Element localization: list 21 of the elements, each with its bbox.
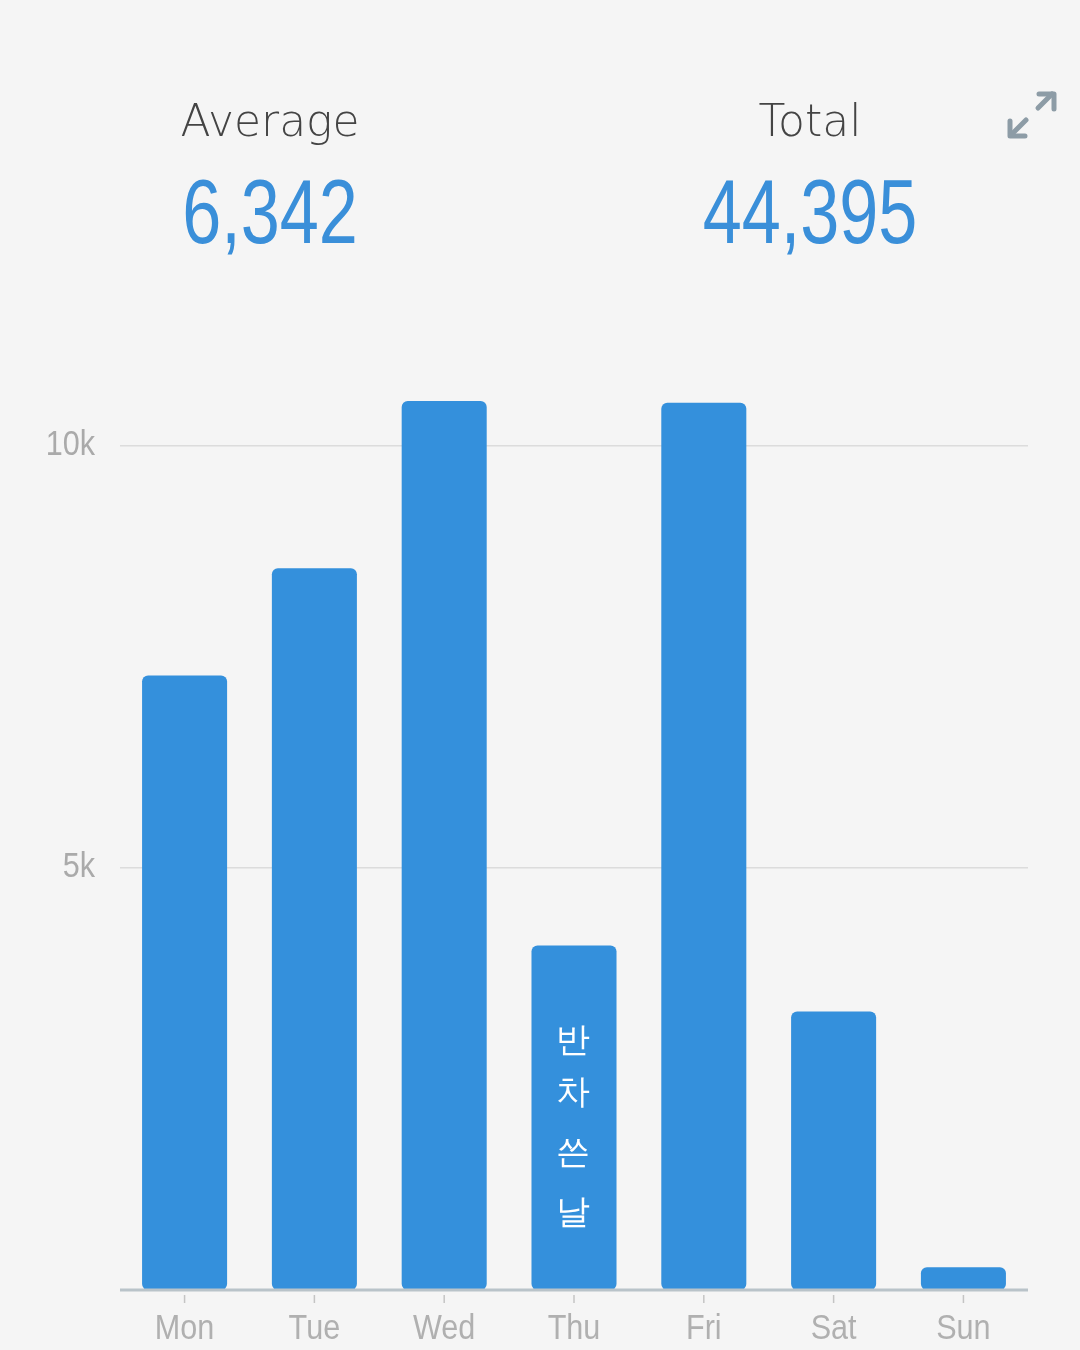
y-tick-label: 10k: [45, 422, 96, 463]
x-tick-label: Tue: [288, 1306, 341, 1347]
text: Total: [758, 95, 862, 146]
text: 44,395: [702, 161, 918, 262]
y-tick-label: 5k: [62, 845, 96, 885]
bar: [920, 1267, 1006, 1290]
x-tick-label: Sat: [810, 1306, 858, 1347]
text: Average: [180, 95, 360, 146]
x-tick-label: Mon: [154, 1306, 215, 1347]
x-tick-label: Thu: [547, 1306, 601, 1347]
bar: [142, 675, 228, 1290]
x-tick-label: Wed: [413, 1306, 476, 1347]
bar: [661, 402, 747, 1290]
text: 6,342: [182, 161, 358, 262]
bar: [271, 568, 357, 1290]
bar: [401, 401, 487, 1290]
x-tick-label: Sun: [936, 1306, 991, 1347]
bar: [531, 945, 617, 1290]
bar: [791, 1011, 877, 1290]
annotation: 반차 쓴 날: [556, 1019, 590, 1231]
x-tick-label: Fri: [685, 1306, 722, 1347]
